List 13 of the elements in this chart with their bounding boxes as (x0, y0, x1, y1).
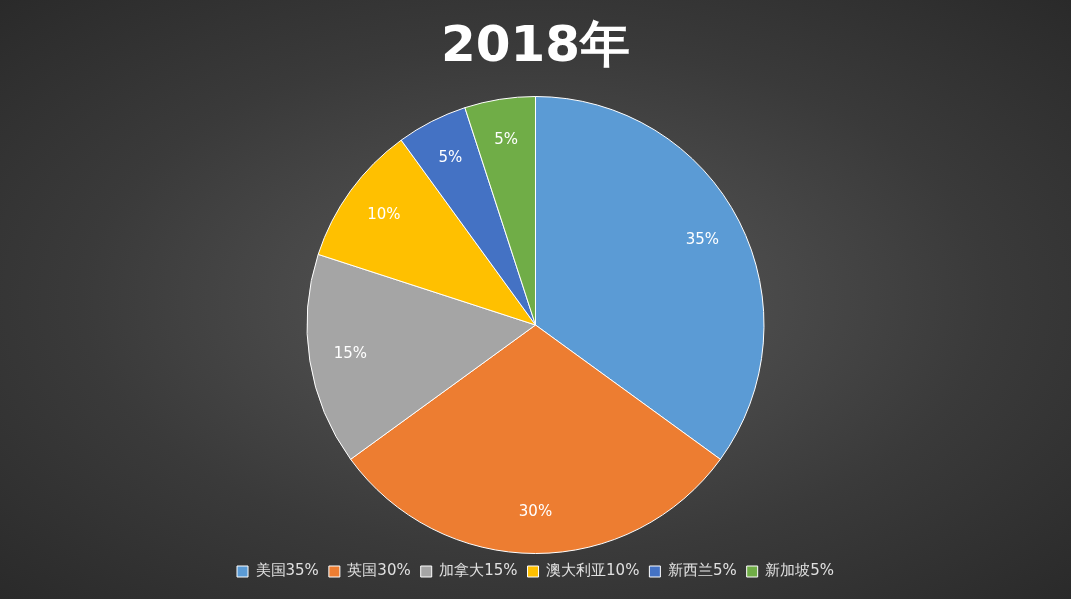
legend-label: 加拿大15% (439, 561, 518, 580)
data-label: 30% (518, 502, 553, 521)
data-label: 5% (438, 147, 463, 166)
legend-label: 新加坡5% (765, 561, 834, 580)
data-label: 35% (685, 229, 720, 248)
legend-label: 美国35% (255, 561, 319, 580)
legend-label: 英国30% (347, 561, 411, 580)
data-label: 5% (494, 129, 519, 148)
legend-label: 新西兰5% (667, 561, 737, 580)
legend-label: 澳大利亚10% (546, 561, 640, 580)
data-label: 10% (367, 204, 401, 223)
chart-title: 2018年 (440, 14, 631, 73)
data-label: 15% (333, 344, 368, 363)
